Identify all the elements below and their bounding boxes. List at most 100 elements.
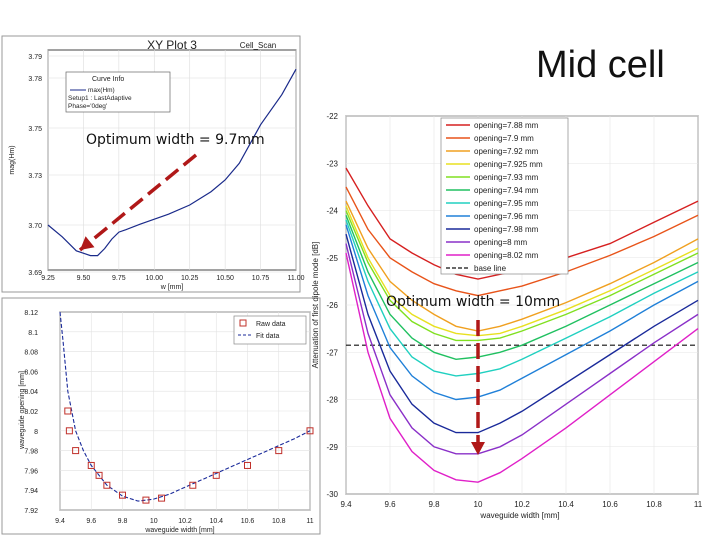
attenuation-ytick-label: -24 [326, 207, 338, 216]
fit-chart-xtick-label: 10.8 [272, 518, 286, 525]
legend-label: opening=7.95 mm [474, 199, 539, 208]
raw-data-point [306, 427, 314, 435]
xy-plot-legend: Curve Info max(Hm)Setup1 : LastAdaptivePh… [65, 71, 171, 113]
fit-chart-xtick-label: 10.4 [209, 518, 223, 525]
legend-label: opening=8.02 mm [474, 251, 539, 260]
arrow-to-min-left-head [80, 236, 95, 250]
xy-plot-xlabel: w [mm] [160, 284, 184, 291]
raw-data-point [64, 407, 72, 415]
fit-chart-xlabel: waveguide width [mm] [144, 527, 214, 534]
attenuation-xtick-label: 10.6 [602, 500, 618, 509]
attenuation-xtick-label: 10.4 [558, 500, 574, 509]
fit-data-line [59, 311, 311, 502]
xy-plot-xtick-label: 9.25 [41, 275, 55, 282]
raw-data-point [275, 447, 283, 455]
xy-plot-ytick-label: 3.75 [28, 126, 42, 133]
xy-plot-ytick-label: 3.69 [28, 270, 42, 277]
xy-plot-legend-entry: max(Hm) [88, 87, 115, 94]
fit-chart-ytick-label: 7.92 [24, 508, 38, 515]
attenuation-legend: opening=7.88 mm opening=7.9 mm opening=7.9… [440, 117, 569, 275]
xy-plot-ytick-label: 3.70 [28, 223, 42, 230]
xy-plot-legend-title: Curve Info [92, 76, 124, 83]
xy-plot-ytick-label: 3.79 [28, 54, 42, 61]
xy-plot-xtick-label: 10.00 [146, 275, 164, 282]
attenuation-ytick-label: -30 [326, 490, 338, 499]
legend-raw-marker [239, 319, 247, 327]
xy-plot-xtick-label: 10.75 [252, 275, 270, 282]
fit-chart-ytick-label: 8.02 [24, 409, 38, 416]
legend-label: opening=8 mm [474, 238, 527, 247]
fit-chart-ylabel: waveguide opening [mm] [19, 371, 26, 450]
xy-plot-title: XY Plot 3 [147, 38, 197, 52]
raw-data-point [212, 471, 220, 479]
attenuation-xtick-label: 10.8 [646, 500, 662, 509]
attenuation-series-line [345, 167, 699, 280]
attenuation-ytick-label: -25 [326, 254, 338, 263]
legend-label: opening=7.94 mm [474, 186, 539, 195]
legend-label: opening=7.96 mm [474, 212, 539, 221]
attenuation-xtick-label: 10.2 [514, 500, 530, 509]
raw-data-point [72, 447, 80, 455]
fit-chart-ytick-label: 7.96 [24, 468, 38, 475]
raw-data-point [119, 491, 126, 499]
attenuation-series-line [345, 252, 699, 483]
xy-plot-xtick-label: 11.00 [288, 275, 305, 282]
fit-chart-xtick-label: 10.6 [241, 518, 255, 525]
xy-plot-legend-box [65, 71, 171, 113]
xy-plot-xtick-label: 10.25 [181, 275, 199, 282]
xy-plot-xtick-label: 9.75 [112, 275, 126, 282]
attenuation-series-line [345, 210, 699, 342]
xy-plot-legend-entry: Setup1 : LastAdaptive [68, 95, 132, 102]
fit-chart-ytick-label: 7.94 [24, 488, 38, 495]
arrow-to-min-right-head [471, 442, 485, 455]
legend-baseline-label: base line [474, 264, 507, 273]
xy-plot-ytick-label: 3.73 [28, 173, 42, 180]
arrow-to-min-left-shaft [78, 153, 198, 252]
xy-plot-legend-entry: Phase='0deg' [68, 103, 107, 110]
fit-chart-xtick-label: 10 [150, 518, 158, 525]
attenuation-ytick-label: -28 [326, 396, 338, 405]
xy-plot-ylabel: mag(Hm) [9, 145, 16, 174]
legend-label: opening=7.88 mm [474, 121, 539, 130]
raw-data-point [189, 481, 197, 489]
attenuation-series-line [345, 233, 699, 434]
xy-plot-ytick-label: 3.78 [28, 76, 42, 83]
attenuation-chart: 9.4 9.6 9.8 10 10.2 10.4 10.6 10.8 11 -22 -23 -24 -2… [311, 112, 703, 520]
attenuation-ytick-label: -26 [326, 301, 338, 310]
attenuation-legend-box [440, 117, 569, 275]
legend-fit-label: Fit data [256, 333, 279, 340]
fit-chart-ytick-label: 8 [34, 429, 38, 436]
legend-label: opening=7.92 mm [474, 147, 539, 156]
raw-data-point [87, 461, 95, 469]
fit-chart-xtick-label: 9.8 [118, 518, 128, 525]
raw-data-point [142, 496, 150, 504]
attenuation-ylabel: Attenuation of first dipole mode [dB] [311, 242, 320, 369]
xy-plot-xtick-label: 10.50 [216, 275, 234, 282]
attenuation-series-line [345, 186, 699, 297]
attenuation-xlabel: waveguide width [mm] [479, 511, 559, 520]
fit-chart-ytick-label: 8.06 [24, 369, 38, 376]
slide-title: Mid cell [536, 44, 665, 86]
fit-chart: 9.4 9.6 9.8 10 10.2 10.4 10.6 10.8 11 8.12 8.1 8.08… [1, 297, 321, 535]
attenuation-xtick-label: 9.4 [340, 500, 352, 509]
arrow-to-min-left [78, 153, 198, 252]
attenuation-xtick-label: 11 [694, 500, 703, 509]
xy-plot-series-line [47, 68, 297, 257]
fit-chart-ytick-label: 7.98 [24, 449, 38, 456]
fit-chart-ytick-label: 8.04 [24, 389, 38, 396]
annotation-optimum-width-left: Optimum width = 9.7mm [86, 132, 265, 148]
fit-chart-xtick-label: 10.2 [178, 518, 192, 525]
legend-raw-label: Raw data [256, 321, 286, 328]
fit-chart-ytick-label: 8.1 [28, 330, 38, 337]
legend-label: opening=7.9 mm [474, 134, 534, 143]
xy-plot-3: XY Plot 3 Cell_Scan 9.25 9.50 9.75 10.00 10.25… [1, 35, 305, 293]
attenuation-ytick-label: -23 [326, 159, 338, 168]
fit-chart-xtick-label: 9.6 [86, 518, 96, 525]
legend-label: opening=7.93 mm [474, 173, 539, 182]
legend-label: opening=7.925 mm [474, 160, 543, 169]
raw-data-point [103, 481, 111, 489]
fit-chart-xtick-label: 11 [306, 518, 313, 525]
attenuation-ytick-label: -22 [326, 112, 338, 121]
attenuation-xtick-label: 9.8 [428, 500, 440, 509]
